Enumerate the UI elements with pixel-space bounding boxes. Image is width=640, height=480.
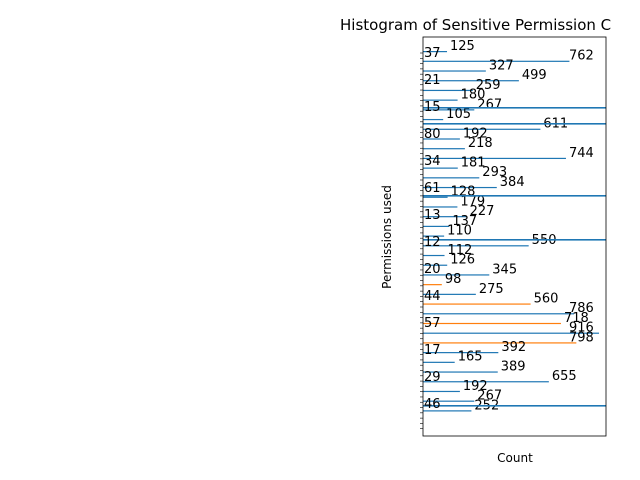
overlap-label: 46 bbox=[424, 397, 441, 412]
bar bbox=[423, 381, 549, 383]
bar bbox=[423, 322, 561, 325]
bar bbox=[423, 352, 499, 354]
bar bbox=[423, 60, 570, 62]
chart-title: Histogram of Sensitive Permission C bbox=[340, 16, 611, 34]
bar bbox=[423, 177, 480, 179]
bar-value-label: 718 bbox=[564, 311, 589, 326]
bar-value-label: 259 bbox=[476, 78, 501, 93]
bar-value-label: 762 bbox=[569, 49, 594, 64]
bar-value-label: 550 bbox=[532, 233, 557, 248]
bar-value-label: 384 bbox=[500, 175, 525, 190]
bar-value-label: 126 bbox=[450, 253, 475, 268]
bar-value-label: 499 bbox=[522, 68, 547, 83]
bar-value-label: 798 bbox=[569, 330, 594, 345]
bar bbox=[423, 89, 473, 92]
bar bbox=[423, 410, 472, 412]
bar bbox=[423, 371, 498, 373]
bar-value-label: 192 bbox=[463, 126, 488, 141]
bar bbox=[423, 80, 519, 82]
bar bbox=[423, 128, 541, 130]
bar bbox=[423, 109, 475, 111]
bar-value-label: 181 bbox=[461, 156, 486, 171]
bar bbox=[423, 245, 529, 247]
bar bbox=[423, 264, 448, 266]
bar bbox=[423, 361, 455, 363]
bar bbox=[423, 216, 467, 218]
bar bbox=[423, 138, 460, 140]
bar-value-label: 392 bbox=[501, 340, 526, 355]
bar-value-label: 916 bbox=[569, 321, 594, 336]
bar bbox=[423, 206, 458, 208]
overlap-label: 44 bbox=[424, 289, 441, 304]
bar-value-label: 275 bbox=[479, 282, 504, 297]
bar bbox=[423, 118, 444, 121]
bar bbox=[423, 405, 606, 407]
bar-value-label: 112 bbox=[448, 243, 473, 258]
x-axis-label: Count bbox=[497, 451, 533, 465]
bar bbox=[423, 235, 445, 237]
overlap-label: 61 bbox=[424, 181, 441, 196]
bar-value-label: 218 bbox=[468, 136, 493, 151]
overlap-label: 12 bbox=[424, 235, 441, 250]
bar-value-label: 327 bbox=[489, 58, 514, 73]
bar-value-label: 345 bbox=[492, 262, 517, 277]
bar bbox=[423, 400, 475, 402]
overlap-label: 29 bbox=[424, 370, 441, 385]
bar-value-label: 179 bbox=[460, 194, 485, 209]
bar bbox=[423, 195, 606, 197]
overlap-label: 20 bbox=[424, 262, 441, 277]
bar-value-label: 655 bbox=[552, 369, 577, 384]
bar bbox=[423, 274, 490, 276]
bar bbox=[423, 390, 460, 393]
overlap-label: 13 bbox=[424, 208, 441, 223]
bar-value-label: 110 bbox=[447, 224, 472, 239]
bar bbox=[423, 293, 476, 295]
overlap-label: 57 bbox=[424, 316, 441, 331]
bar-value-label: 293 bbox=[482, 165, 507, 180]
overlap-label: 37 bbox=[424, 46, 441, 61]
bar bbox=[423, 157, 566, 160]
bar bbox=[423, 313, 575, 315]
bar bbox=[423, 303, 531, 305]
bar-value-label: 98 bbox=[445, 272, 462, 287]
bar-value-label: 192 bbox=[463, 379, 488, 394]
bar bbox=[423, 123, 606, 125]
bar bbox=[423, 254, 445, 257]
bar-value-label: 389 bbox=[501, 359, 526, 374]
bar bbox=[423, 107, 606, 109]
bar bbox=[423, 99, 458, 101]
bar bbox=[423, 196, 448, 198]
plot-area: 1257623274992591802671056111922187441812… bbox=[420, 39, 606, 430]
bar bbox=[423, 239, 606, 241]
bar-value-label: 267 bbox=[477, 97, 502, 112]
overlap-label: 15 bbox=[424, 100, 441, 115]
y-axis-label: Permissions used bbox=[380, 185, 394, 289]
bar-value-label: 165 bbox=[458, 350, 483, 365]
bar-value-label: 137 bbox=[452, 214, 477, 229]
overlap-label: 17 bbox=[424, 343, 441, 358]
bar bbox=[423, 332, 600, 334]
bar bbox=[423, 167, 458, 169]
bar bbox=[423, 186, 497, 189]
bar bbox=[423, 51, 448, 53]
overlap-label: 21 bbox=[424, 73, 441, 88]
bar bbox=[423, 70, 486, 72]
bar bbox=[423, 148, 465, 150]
bar-value-label: 227 bbox=[470, 204, 495, 219]
bar-value-label: 744 bbox=[569, 146, 594, 161]
bar-value-label: 180 bbox=[461, 88, 486, 103]
bar-value-label: 267 bbox=[477, 389, 502, 404]
bar bbox=[423, 342, 577, 344]
bar-value-label: 125 bbox=[450, 39, 475, 54]
plot-frame bbox=[422, 36, 607, 437]
bar bbox=[423, 225, 450, 227]
bar-value-label: 560 bbox=[534, 291, 559, 306]
bar bbox=[423, 284, 442, 286]
overlap-label: 80 bbox=[424, 127, 441, 142]
bar-value-label: 786 bbox=[569, 301, 594, 316]
overlap-label: 34 bbox=[424, 154, 441, 169]
bar-value-label: 105 bbox=[446, 107, 471, 122]
